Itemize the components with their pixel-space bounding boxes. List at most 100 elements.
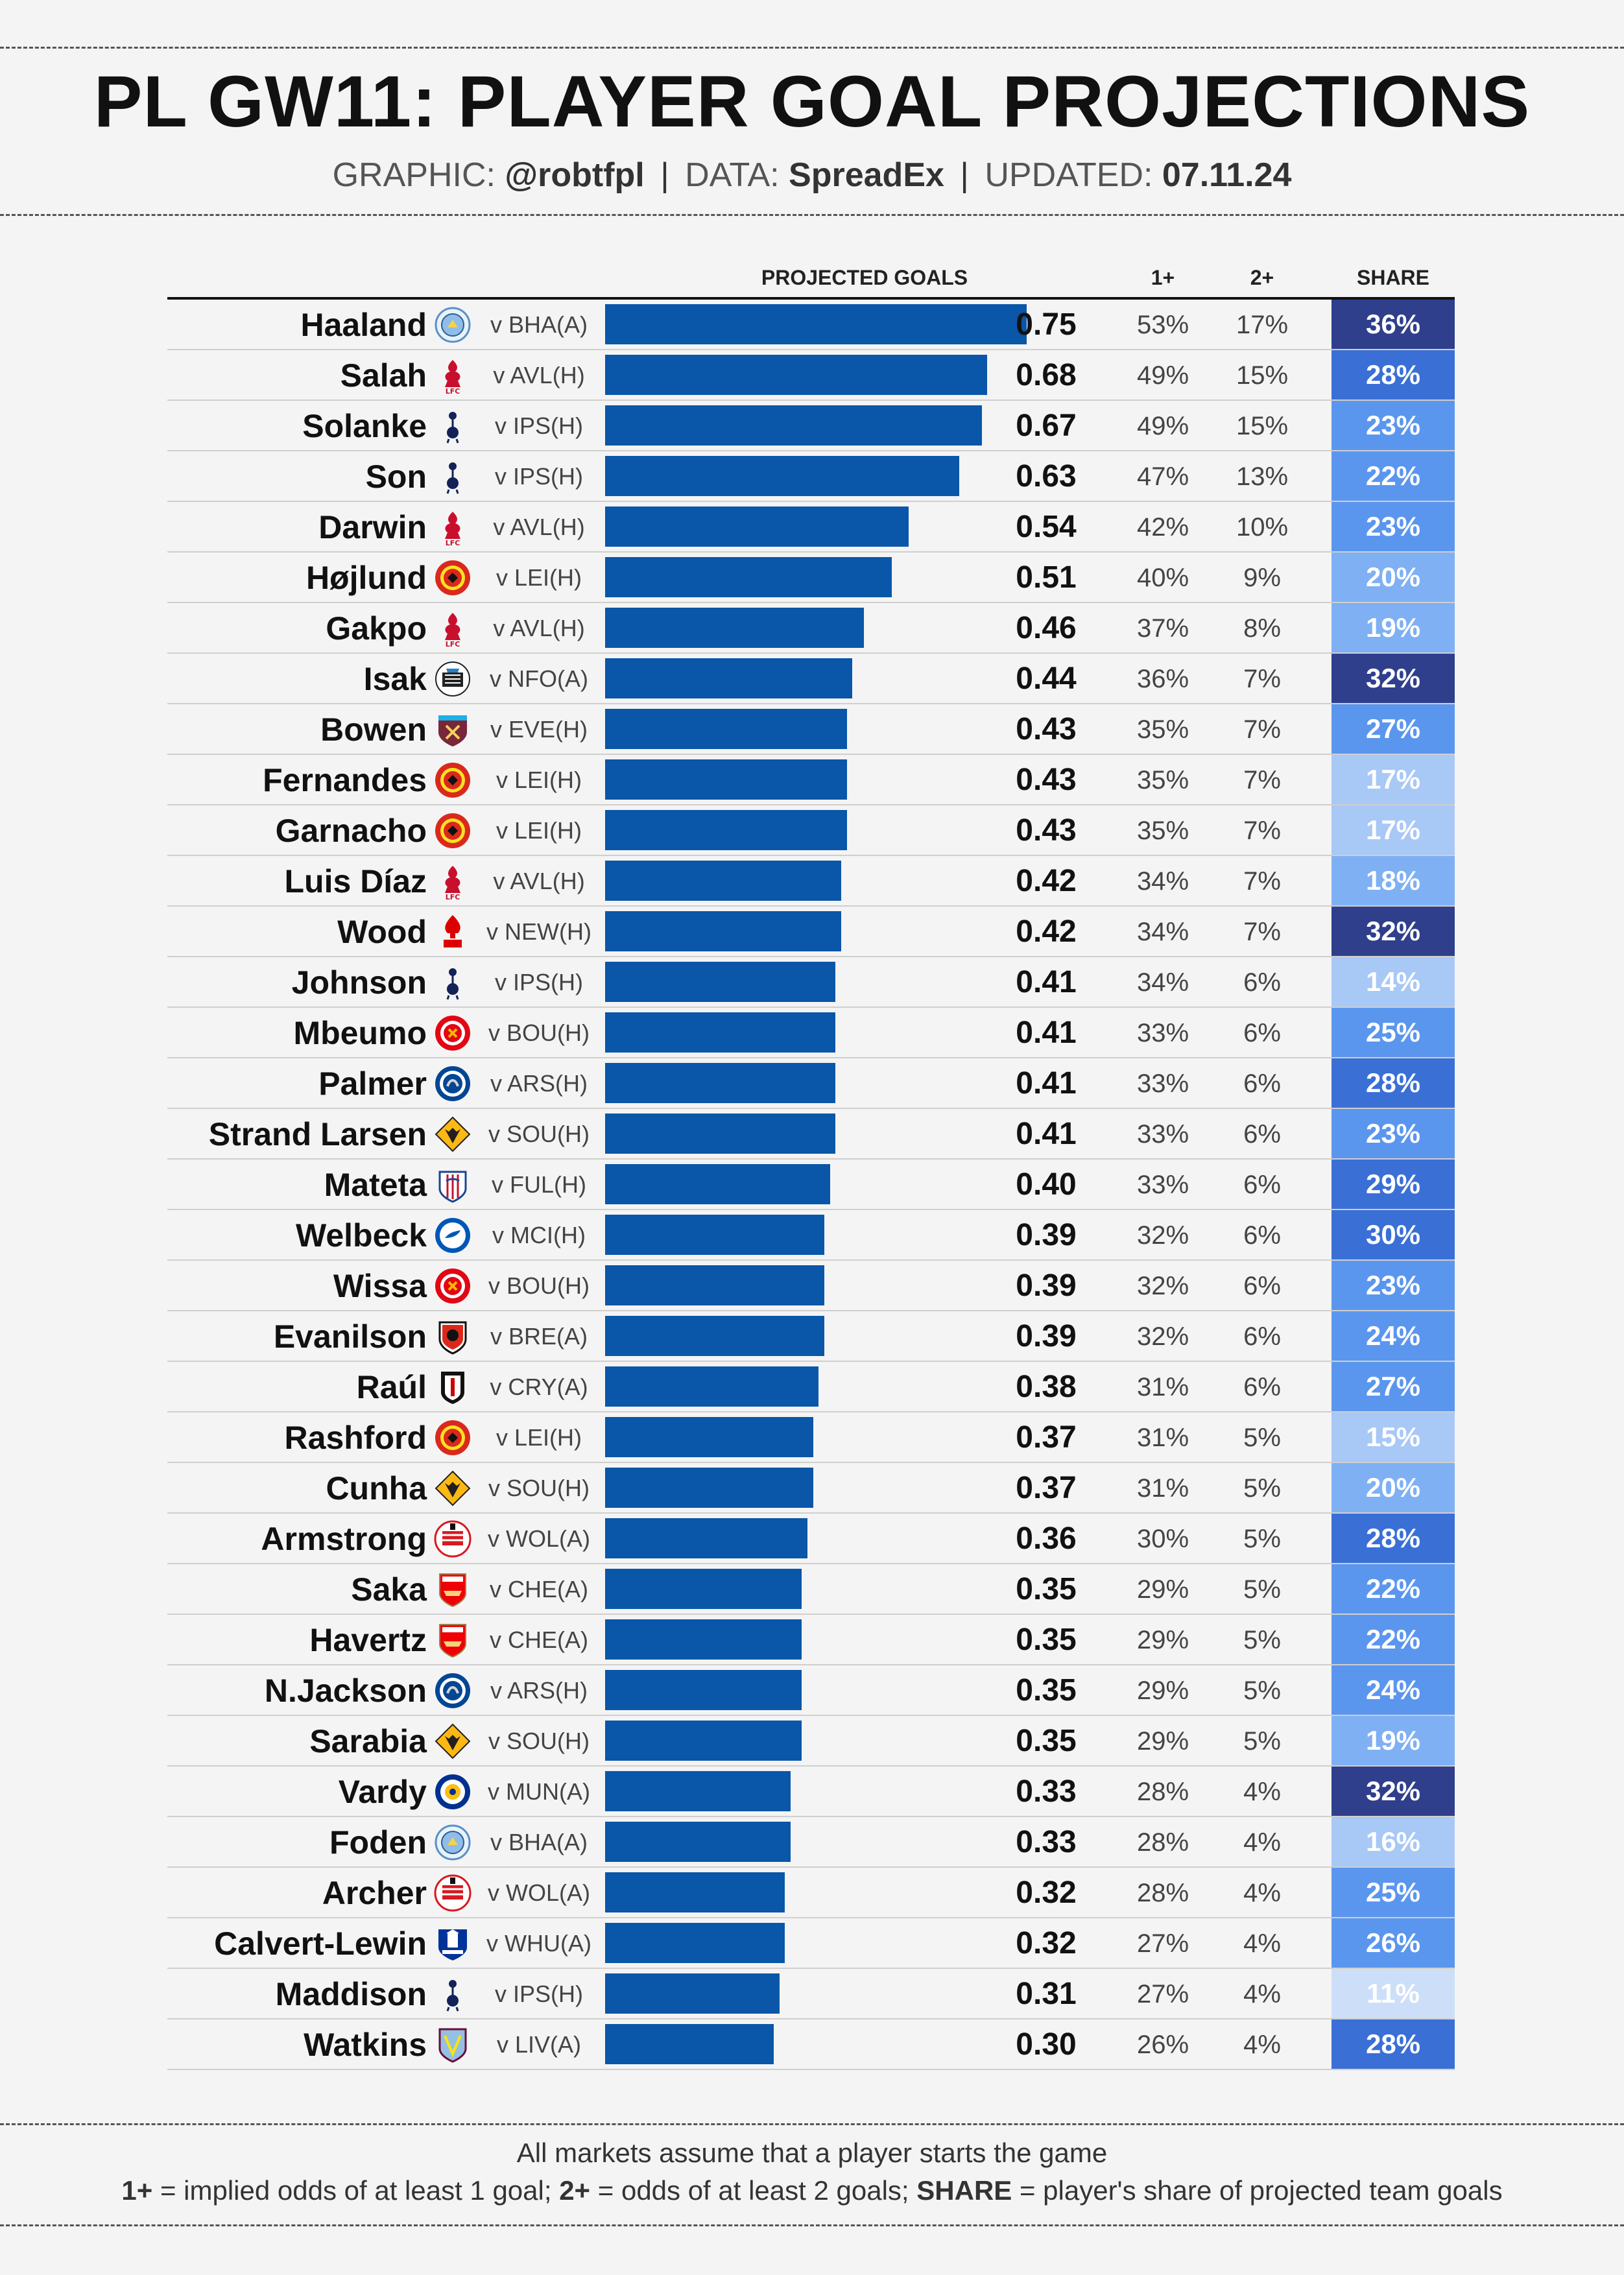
row-divider: [167, 501, 1455, 502]
one-plus-odds: 31%: [1136, 1423, 1189, 1452]
header-divider: [0, 214, 1624, 216]
projected-goals-value: 0.46: [1016, 611, 1077, 645]
projected-goals-value: 0.35: [1016, 1572, 1077, 1606]
fixture-label: v EVE(H): [490, 716, 588, 743]
liv-crest-icon: LFC: [433, 609, 472, 649]
fixture-label: v BRE(A): [490, 1323, 588, 1350]
share-cell: 17%: [1331, 805, 1455, 855]
fixture-label: v FUL(H): [492, 1171, 586, 1198]
bottom-divider: [0, 2224, 1624, 2226]
player-name: Watkins: [304, 2027, 427, 2063]
projected-goals-value: 0.36: [1016, 1521, 1077, 1556]
table-row: Rashford v LEI(H) 0.37 31% 5% 15%: [167, 1412, 1455, 1463]
row-divider: [167, 1512, 1455, 1514]
projected-goals-value: 0.68: [1016, 358, 1077, 392]
two-plus-odds: 4%: [1243, 1929, 1281, 1958]
projected-goals-value: 0.33: [1016, 1825, 1077, 1859]
row-divider: [167, 1411, 1455, 1412]
share-cell: 32%: [1331, 907, 1455, 956]
fixture-label: v NEW(H): [486, 918, 591, 945]
one-plus-odds: 33%: [1136, 1120, 1189, 1149]
projected-goals-bar: [605, 1771, 791, 1811]
two-plus-odds: 5%: [1243, 1676, 1281, 1705]
footnote-one-plus-def: = implied odds of at least 1 goal;: [152, 2175, 560, 2206]
player-name: Isak: [363, 661, 427, 697]
fixture-label: v CHE(A): [490, 1576, 588, 1602]
tot-crest-icon: [433, 963, 472, 1002]
one-plus-odds: 31%: [1136, 1373, 1189, 1401]
fixture-label: v MCI(H): [492, 1222, 586, 1248]
row-divider: [167, 1664, 1455, 1665]
one-plus-odds: 49%: [1136, 412, 1189, 440]
projected-goals-value: 0.39: [1016, 1218, 1077, 1252]
table-row: Maddison v IPS(H) 0.31 27% 4% 11%: [167, 1969, 1455, 2019]
col-header-two-plus: 2+: [1250, 266, 1274, 289]
fixture-label: v LEI(H): [496, 767, 582, 793]
table-row: Welbeck v MCI(H) 0.39 32% 6% 30%: [167, 1210, 1455, 1261]
one-plus-odds: 37%: [1136, 614, 1189, 643]
table-row: Palmer v ARS(H) 0.41 33% 6% 28%: [167, 1058, 1455, 1109]
two-plus-odds: 5%: [1243, 1525, 1281, 1553]
share-cell: 23%: [1331, 1261, 1455, 1310]
table-row: Gakpo LFC v AVL(H) 0.46 37% 8% 19%: [167, 603, 1455, 654]
two-plus-odds: 6%: [1243, 1120, 1281, 1149]
data-source: SpreadEx: [789, 156, 944, 194]
player-name: Maddison: [275, 1976, 427, 2012]
row-divider: [167, 1715, 1455, 1716]
share-cell: 20%: [1331, 553, 1455, 602]
projected-goals-bar: [605, 1417, 813, 1457]
share-cell: 28%: [1331, 1058, 1455, 1108]
projected-goals-value: 0.43: [1016, 712, 1077, 746]
two-plus-odds: 5%: [1243, 1423, 1281, 1452]
projected-goals-value: 0.54: [1016, 510, 1077, 544]
projected-goals-value: 0.41: [1016, 1117, 1077, 1151]
fixture-label: v BHA(A): [490, 1829, 588, 1855]
one-plus-odds: 33%: [1136, 1019, 1189, 1047]
tot-crest-icon: [433, 407, 472, 446]
two-plus-odds: 13%: [1236, 462, 1289, 491]
footnote-assumption: All markets assume that a player starts …: [516, 2138, 1108, 2168]
share-cell: 27%: [1331, 1362, 1455, 1411]
share-cell: 30%: [1331, 1210, 1455, 1259]
one-plus-odds: 34%: [1136, 918, 1189, 946]
two-plus-odds: 6%: [1243, 1272, 1281, 1300]
projected-goals-bar: [605, 557, 892, 597]
row-divider: [167, 1968, 1455, 1969]
two-plus-odds: 10%: [1236, 513, 1289, 542]
table-row: N.Jackson v ARS(H) 0.35 29% 5% 24%: [167, 1665, 1455, 1716]
two-plus-odds: 6%: [1243, 1322, 1281, 1351]
fixture-label: v CHE(A): [490, 1626, 588, 1653]
footnote-legend: 1+ = implied odds of at least 1 goal; 2+…: [0, 2175, 1624, 2206]
table-row: Wood v NEW(H) 0.42 34% 7% 32%: [167, 907, 1455, 957]
two-plus-odds: 5%: [1243, 1626, 1281, 1654]
two-plus-odds: 15%: [1236, 412, 1289, 440]
svg-text:LFC: LFC: [446, 893, 460, 901]
player-name: Archer: [322, 1875, 427, 1911]
one-plus-odds: 26%: [1136, 2031, 1189, 2059]
fixture-label: v NFO(A): [490, 665, 588, 692]
share-cell: 16%: [1331, 1817, 1455, 1866]
projected-goals-bar: [605, 608, 864, 648]
share-cell: 23%: [1331, 401, 1455, 450]
two-plus-odds: 5%: [1243, 1474, 1281, 1503]
player-name: Wissa: [333, 1268, 427, 1304]
table-row: Evanilson v BRE(A) 0.39 32% 6% 24%: [167, 1311, 1455, 1362]
projected-goals-bar: [605, 304, 1027, 344]
fixture-label: v CRY(A): [490, 1374, 588, 1400]
fixture-label: v WHU(A): [486, 1930, 591, 1957]
wol-crest-icon: [433, 1722, 472, 1761]
cry-crest-icon: [433, 1165, 472, 1204]
mci-crest-icon: [433, 305, 472, 344]
table-row: Wissa v BOU(H) 0.39 32% 6% 23%: [167, 1261, 1455, 1311]
share-cell: 17%: [1331, 755, 1455, 804]
two-plus-odds: 6%: [1243, 1019, 1281, 1047]
projected-goals-value: 0.35: [1016, 1724, 1077, 1758]
one-plus-odds: 31%: [1136, 1474, 1189, 1503]
player-name: Welbeck: [296, 1217, 427, 1254]
table-row: Mateta v FUL(H) 0.40 33% 6% 29%: [167, 1160, 1455, 1210]
mun-crest-icon: [433, 558, 472, 597]
one-plus-odds: 34%: [1136, 867, 1189, 896]
fixture-label: v BHA(A): [490, 311, 588, 338]
row-divider: [167, 551, 1455, 553]
eve-crest-icon: [433, 1924, 472, 1963]
